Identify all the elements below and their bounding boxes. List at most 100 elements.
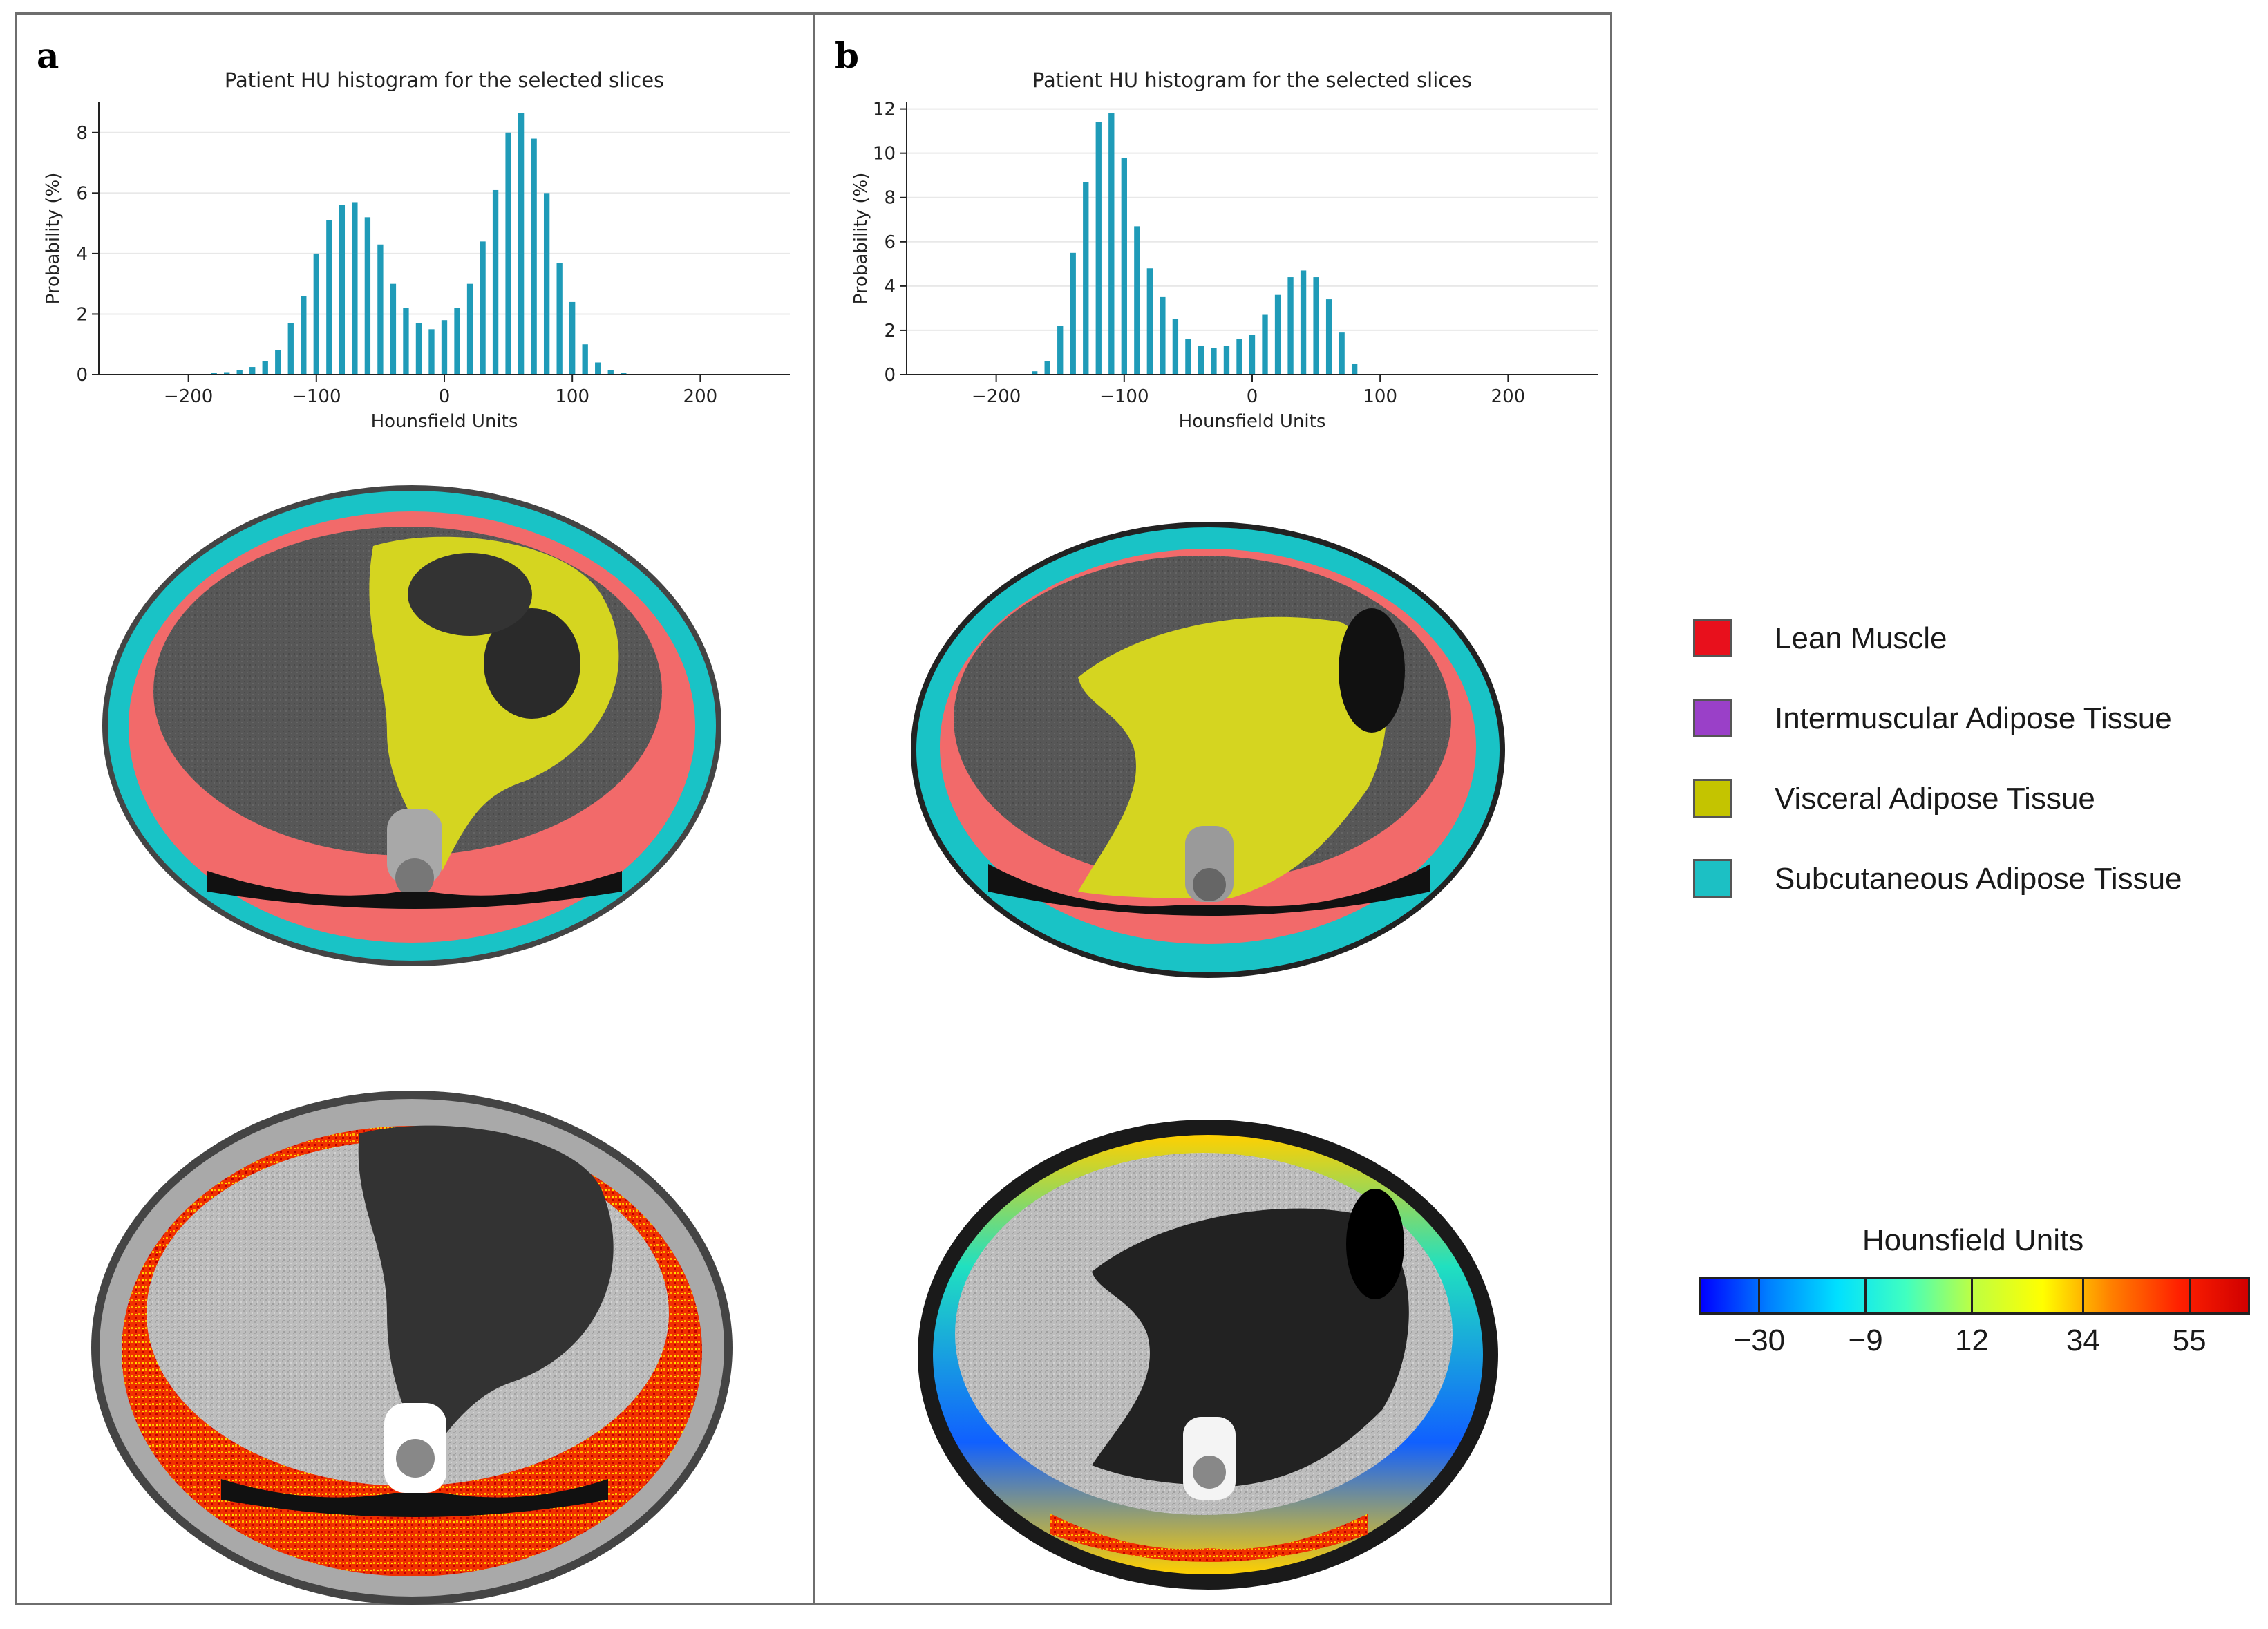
- chart-title: Patient HU histogram for the selected sl…: [1032, 68, 1472, 92]
- histogram-bar: [428, 329, 435, 375]
- scan-a-bowel: [484, 608, 580, 719]
- histogram-bar: [236, 370, 243, 375]
- legend-label-visceral: Visceral Adipose Tissue: [1775, 782, 2095, 816]
- histogram-bar: [556, 263, 563, 375]
- x-tick-label: −100: [292, 386, 341, 407]
- histogram-bar: [1325, 299, 1332, 375]
- histogram-bar: [1339, 332, 1345, 375]
- x-tick-label: −200: [164, 386, 213, 407]
- legend-label-subcutaneous: Subcutaneous Adipose Tissue: [1775, 862, 2182, 896]
- histogram-bar: [531, 138, 537, 375]
- legend-swatch-visceral: [1693, 779, 1732, 818]
- hu-map-scan-b: [918, 1120, 1498, 1590]
- hu-a-fat-region: [358, 1125, 614, 1458]
- histogram-bar: [466, 283, 473, 375]
- histogram-bar: [1198, 346, 1204, 375]
- x-tick-label: 200: [683, 386, 718, 407]
- scan-a-vertebra: [395, 858, 434, 897]
- scan-b-visceral-fat: [1078, 616, 1387, 898]
- histogram-bar: [582, 344, 588, 375]
- histogram-bar: [1351, 363, 1358, 375]
- colorbar-tick-label: 55: [2172, 1324, 2206, 1357]
- colorbar-tick: [2188, 1277, 2191, 1315]
- segmentation-scan-a: [102, 485, 721, 966]
- histogram-bar: [1032, 371, 1038, 375]
- panel-letter-a: a: [37, 35, 59, 76]
- histogram-bar: [1262, 314, 1268, 375]
- y-tick-label: 0: [76, 365, 88, 386]
- histogram-bar: [1249, 335, 1256, 375]
- histogram-bar: [364, 217, 371, 375]
- y-tick-label: 6: [76, 183, 88, 204]
- x-tick-label: 0: [439, 386, 451, 407]
- legend-label-intermuscular: Intermuscular Adipose Tissue: [1775, 701, 2172, 735]
- legend-swatch-intermuscular: [1693, 699, 1732, 737]
- histogram-bar: [441, 320, 448, 375]
- colorbar-tick: [1864, 1277, 1867, 1315]
- y-tick-label: 4: [76, 244, 88, 265]
- histogram-bar: [352, 202, 358, 375]
- histogram-bar: [1274, 294, 1281, 375]
- histogram-bar: [224, 372, 230, 375]
- colorbar-tick: [1970, 1277, 1973, 1315]
- hu-a-vertebra: [396, 1439, 435, 1478]
- histogram-bar: [543, 193, 550, 375]
- histogram-bar: [287, 323, 294, 375]
- y-tick-label: 8: [76, 123, 88, 144]
- histogram-bar: [339, 205, 346, 375]
- x-axis-label: Hounsfield Units: [371, 411, 518, 432]
- y-tick-label: 6: [884, 232, 896, 253]
- legend-swatch-lean-muscle: [1693, 619, 1732, 657]
- histogram-bar: [1108, 113, 1115, 375]
- scan-a-shadow: [207, 871, 622, 909]
- y-tick-label: 0: [884, 365, 896, 386]
- hu-b-vertebra: [1193, 1456, 1226, 1489]
- scan-b-vertebra: [1193, 868, 1226, 901]
- histogram-bar: [377, 244, 384, 375]
- histogram-bar: [569, 301, 576, 375]
- y-tick-label: 4: [884, 276, 896, 297]
- x-tick-label: 100: [1363, 386, 1397, 407]
- histogram-bar: [326, 220, 332, 375]
- histogram-bar: [415, 323, 422, 375]
- histogram-bar: [403, 308, 409, 375]
- legend-item-subcutaneous: Subcutaneous Adipose Tissue: [1693, 859, 2260, 901]
- segmentation-scan-b: [911, 522, 1505, 978]
- histogram-bar: [1300, 270, 1307, 375]
- histogram-bar: [1287, 277, 1294, 375]
- histogram-bar: [301, 296, 307, 375]
- x-tick-label: −100: [1099, 386, 1149, 407]
- y-axis-label: Probability (%): [851, 173, 871, 305]
- histogram-chart-a: 0 2 4 6 8 −200 −100 0 100 200 Patient HU histogram…: [43, 68, 790, 432]
- histogram-bar: [1083, 182, 1089, 375]
- scan-a-bowel-2: [408, 553, 532, 636]
- chart-title: Patient HU histogram for the selected sl…: [225, 68, 664, 92]
- histogram-bar: [1172, 319, 1179, 375]
- hu-b-bowel: [1346, 1189, 1404, 1299]
- scan-b-shadow: [988, 864, 1430, 916]
- histogram-bar: [492, 189, 499, 375]
- histogram-bar: [1185, 339, 1191, 375]
- x-tick-label: 0: [1247, 386, 1258, 407]
- y-tick-label: 12: [873, 100, 896, 120]
- legend-item-lean-muscle: Lean Muscle: [1693, 619, 2260, 660]
- colorbar-tick: [1758, 1277, 1761, 1315]
- histogram-bar: [262, 361, 268, 375]
- histogram-bar: [1121, 158, 1127, 375]
- histogram-bar: [1044, 361, 1050, 375]
- histogram-bar: [390, 283, 397, 375]
- histogram-bar: [518, 113, 525, 375]
- histogram-bar: [505, 132, 511, 375]
- histogram-bar: [595, 362, 601, 375]
- histogram-bar: [1313, 277, 1319, 375]
- y-axis-label: Probability (%): [43, 173, 64, 305]
- hu-b-fat-region: [1092, 1208, 1409, 1486]
- histogram-bar: [1070, 252, 1076, 375]
- histogram-bar: [313, 253, 319, 375]
- histogram-bar: [1057, 326, 1064, 375]
- hu-map-scan-a: [91, 1091, 733, 1605]
- x-axis-label: Hounsfield Units: [1179, 411, 1326, 432]
- colorbar-tick: [2081, 1277, 2084, 1315]
- hu-b-muscle-back: [1050, 1514, 1368, 1562]
